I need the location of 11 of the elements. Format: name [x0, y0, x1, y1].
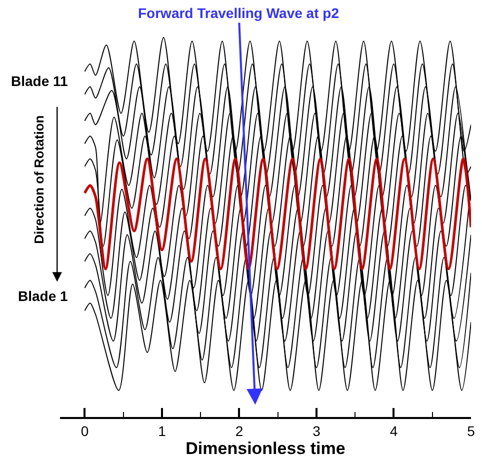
text: Forward Travelling Wave at p2	[138, 5, 340, 21]
x-axis-title: Dimensionless time	[186, 438, 346, 458]
x-tick-label: 1	[158, 422, 166, 439]
annotation: Blade 1	[18, 288, 68, 304]
x-tick-label: 4	[390, 422, 398, 439]
x-tick-label: 5	[467, 422, 476, 439]
annotation: Blade 11	[11, 73, 68, 89]
x-tick-label: 0	[80, 422, 89, 439]
x-tick-label: 3	[312, 422, 321, 439]
y-axis-title: Direction of Rotation	[31, 115, 46, 244]
x-tick-label: 2	[235, 422, 244, 439]
